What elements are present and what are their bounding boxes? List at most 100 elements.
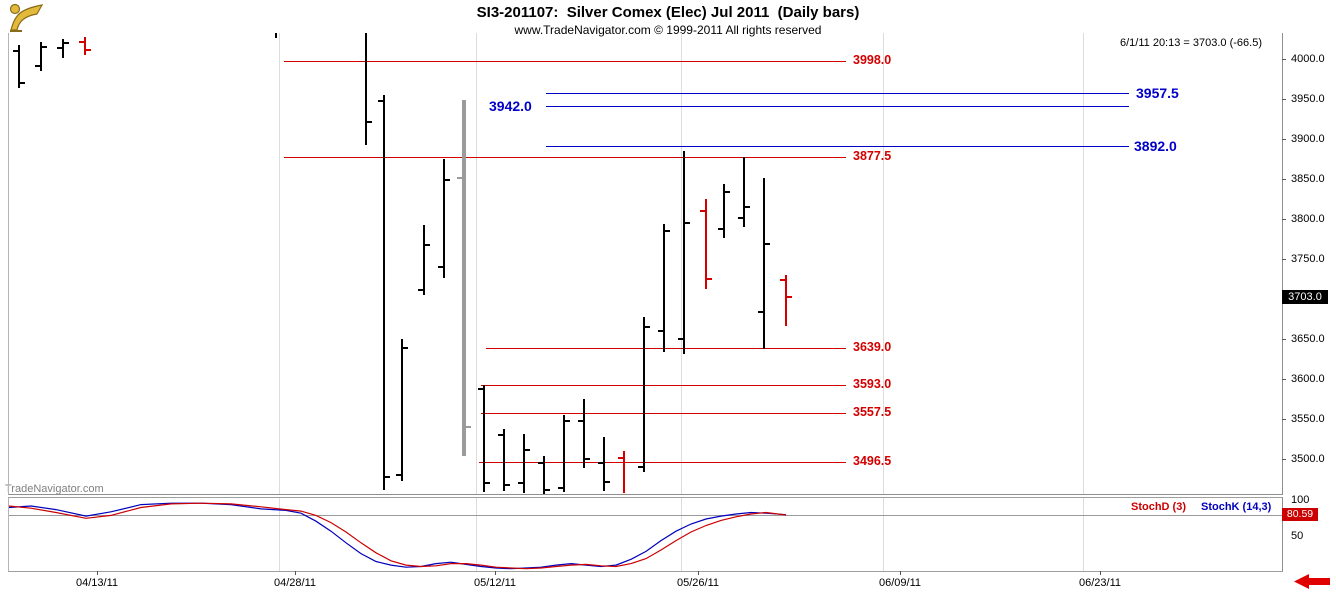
- date-axis-tick-mark: [698, 571, 699, 575]
- price-axis-tick-label: 4000.0: [1291, 53, 1325, 65]
- bar-high-low-stem: [503, 429, 505, 491]
- price-level-line[interactable]: [546, 106, 1129, 107]
- bar-high-low-stem: [275, 33, 277, 38]
- price-level-label: 3998.0: [853, 53, 892, 67]
- bar-close-tick: [605, 481, 610, 483]
- bar-open-tick: [438, 266, 443, 268]
- bar-close-tick: [745, 206, 750, 208]
- price-axis-tick-label: 3950.0: [1291, 93, 1325, 105]
- price-level-line[interactable]: [481, 385, 846, 386]
- bar-close-tick: [545, 489, 550, 491]
- bar-high-low-stem: [583, 399, 585, 468]
- price-level-line[interactable]: [479, 462, 846, 463]
- page-subtitle: www.TradeNavigator.com © 1999-2011 All r…: [514, 23, 822, 37]
- price-level-line[interactable]: [481, 413, 846, 414]
- scroll-left-arrow-button[interactable]: [1294, 574, 1332, 589]
- tradenavigator-logo-icon: [8, 2, 44, 32]
- bar-open-tick: [457, 177, 462, 179]
- bar-open-tick: [518, 482, 523, 484]
- bar-close-tick: [765, 243, 770, 245]
- stochd-label: StochD (3): [1131, 501, 1186, 513]
- date-axis[interactable]: 04/13/11 04/28/11 05/12/11 05/26/11 06/09/11…: [8, 571, 1281, 593]
- bar-high-low-stem: [623, 451, 625, 493]
- page-title: SI3-201107: Silver Comex (Elec) Jul 2011…: [476, 4, 860, 21]
- price-axis-tick-mark: [1282, 339, 1286, 340]
- price-level-label: 3957.5: [1136, 85, 1179, 101]
- bar-close-tick: [466, 426, 471, 428]
- bar-close-tick: [445, 179, 450, 181]
- bar-high-low-stem: [563, 415, 565, 492]
- bar-open-tick: [378, 100, 383, 102]
- date-axis-tick-mark: [495, 571, 496, 575]
- price-axis-tick-label: 3500.0: [1291, 453, 1325, 465]
- price-axis-tick-label: 3800.0: [1291, 213, 1325, 225]
- bar-high-low-stem: [62, 39, 64, 58]
- price-level-line[interactable]: [546, 93, 1129, 94]
- bar-close-tick: [367, 121, 372, 123]
- bar-high-low-stem: [383, 95, 385, 490]
- price-axis-tick-label: 3600.0: [1291, 373, 1325, 385]
- price-axis-tick-mark: [1282, 379, 1286, 380]
- bar-close-tick: [403, 347, 408, 349]
- bar-close-tick: [86, 49, 91, 51]
- date-axis-tick-label: 04/28/11: [273, 577, 316, 589]
- bar-high-low-stem: [643, 317, 645, 472]
- price-axis-tick-label: 3850.0: [1291, 173, 1325, 185]
- bar-open-tick: [618, 457, 623, 459]
- bar-open-tick: [700, 210, 705, 212]
- bar-close-tick: [385, 476, 390, 478]
- bar-close-tick: [525, 449, 530, 451]
- bar-open-tick: [718, 228, 723, 230]
- bar-close-tick: [505, 484, 510, 486]
- bar-high-low-stem: [785, 275, 787, 326]
- price-axis-tick-label: 3750.0: [1291, 253, 1325, 265]
- stochastic-pane[interactable]: StochD (3) StochK (14,3): [8, 497, 1283, 572]
- price-axis-tick-mark: [1282, 419, 1286, 420]
- bar-open-tick: [578, 420, 583, 422]
- bar-close-tick: [585, 458, 590, 460]
- price-level-label: 3639.0: [853, 340, 892, 354]
- price-level-label: 3877.5: [853, 149, 892, 163]
- bar-high-low-stem: [40, 42, 42, 71]
- price-level-line[interactable]: [546, 146, 1129, 147]
- vertical-gridline: [883, 498, 884, 571]
- price-level-line[interactable]: [486, 348, 846, 349]
- bar-close-tick: [425, 244, 430, 246]
- price-level-label: 3892.0: [1134, 138, 1177, 154]
- date-axis-tick-mark: [1100, 571, 1101, 575]
- date-axis-tick-label: 05/12/11: [473, 577, 516, 589]
- price-axis-tick-label: 3650.0: [1291, 333, 1325, 345]
- bar-high-low-stem: [523, 434, 525, 493]
- watermark: TradeNavigator.com: [5, 483, 104, 495]
- bar-open-tick: [780, 279, 785, 281]
- bar-open-tick: [478, 388, 483, 390]
- date-axis-tick-mark: [97, 571, 98, 575]
- vertical-gridline: [1083, 498, 1084, 571]
- bar-open-tick: [57, 47, 62, 49]
- bar-open-tick: [758, 311, 763, 313]
- bar-high-low-stem: [443, 159, 445, 278]
- bar-open-tick: [498, 434, 503, 436]
- bar-open-tick: [658, 330, 663, 332]
- price-axis-tick-mark: [1282, 99, 1286, 100]
- last-price-tag: 3703.0: [1282, 290, 1328, 304]
- bar-close-tick: [645, 326, 650, 328]
- price-pane[interactable]: 3998.0 3957.5 3942.0 3892.0 3877.5 3639.0 3593…: [8, 33, 1283, 495]
- bar-high-low-stem: [543, 456, 545, 494]
- bar-close-tick: [485, 482, 490, 484]
- price-axis-tick-mark: [1282, 179, 1286, 180]
- price-level-line[interactable]: [284, 157, 846, 158]
- vertical-gridline: [1083, 33, 1084, 494]
- bar-close-tick: [685, 222, 690, 224]
- bar-high-low-stem: [84, 37, 86, 55]
- price-level-label: 3593.0: [853, 377, 892, 391]
- stochastic-plot: [9, 502, 787, 570]
- price-level-label: 3557.5: [853, 405, 892, 419]
- price-axis-tick-label: 3550.0: [1291, 413, 1325, 425]
- price-axis[interactable]: 4000.03950.03900.03850.03800.03750.03700…: [1282, 0, 1336, 594]
- price-axis-tick-mark: [1282, 259, 1286, 260]
- bar-high-low-stem: [423, 225, 425, 295]
- date-axis-tick-label: 05/26/11: [676, 577, 719, 589]
- price-level-line[interactable]: [284, 61, 846, 62]
